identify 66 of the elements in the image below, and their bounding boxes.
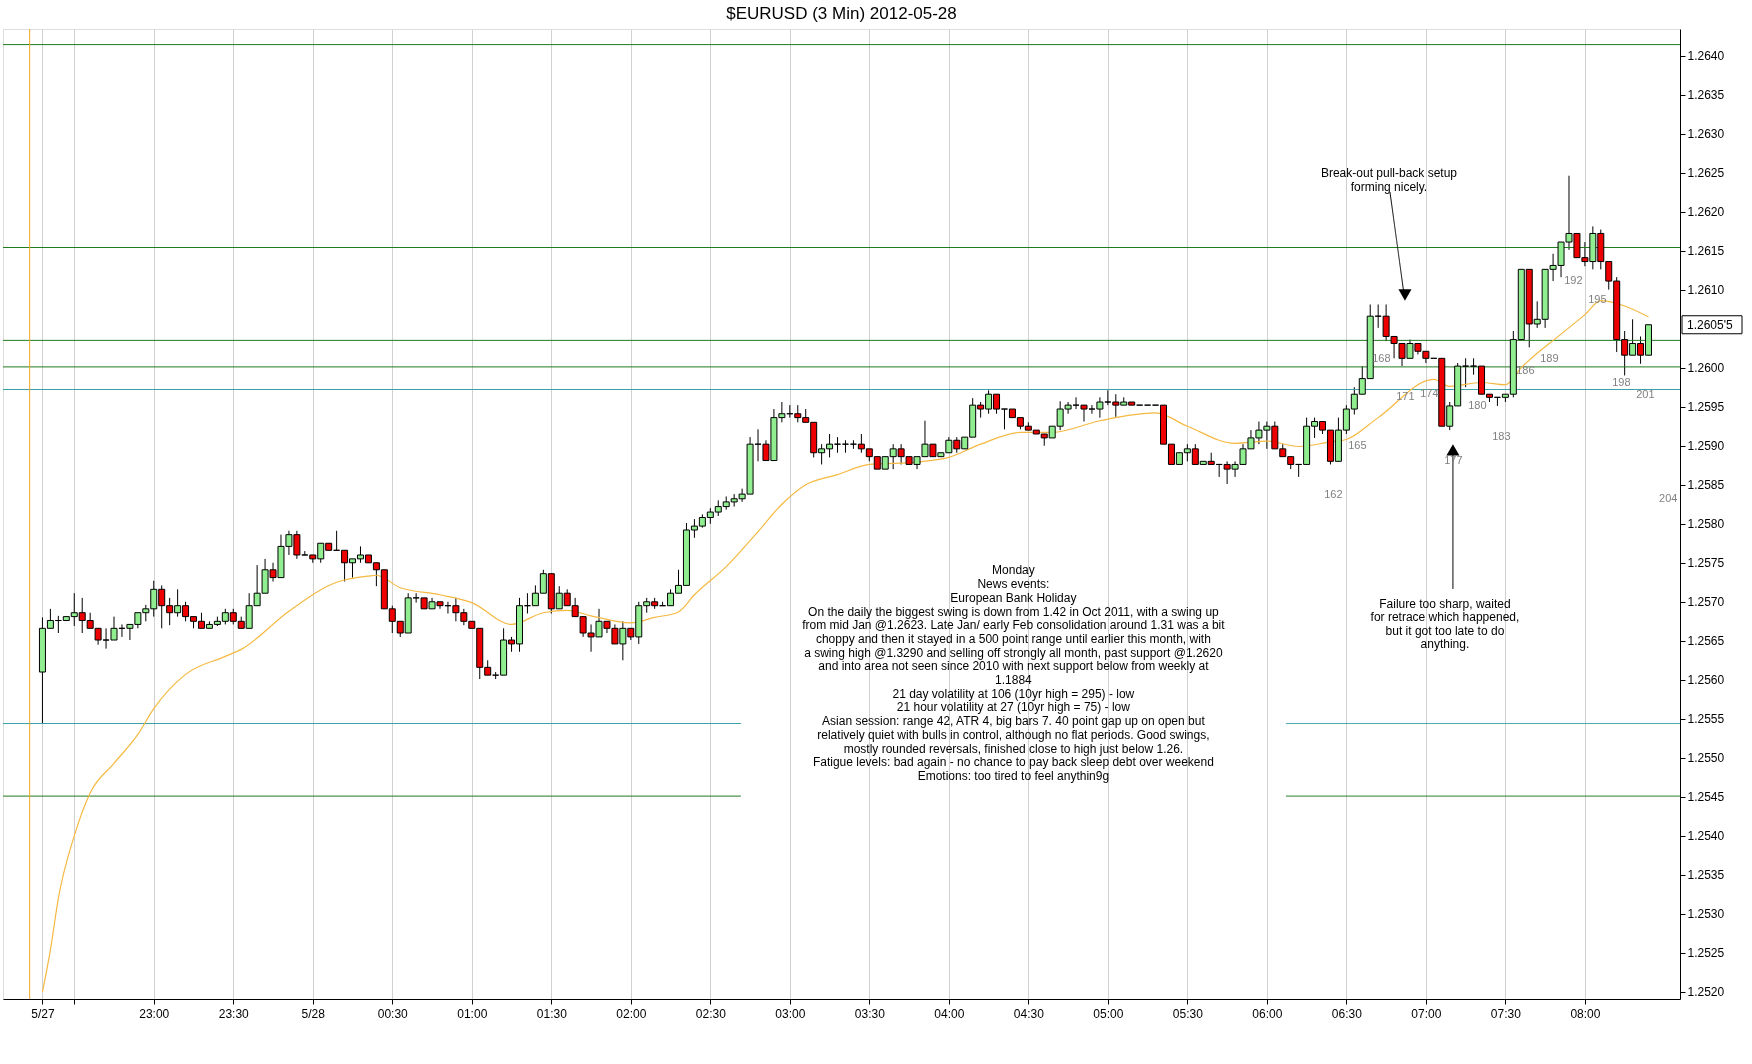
- x-tick-label: 07:30: [1490, 1006, 1522, 1021]
- x-tick-label: 03:00: [775, 1006, 806, 1021]
- x-tick-label: 00:30: [377, 1006, 409, 1021]
- annotation: Fatigue levels: bad again - no chance to pay back sleep debt over weekend: [812, 755, 1214, 770]
- y-tick-label: 1.2540: [1687, 829, 1725, 844]
- annotation: 180: [1468, 398, 1487, 411]
- x-tick-label: 01:00: [457, 1006, 488, 1021]
- annotation: Monday: [992, 563, 1035, 578]
- annotation: Asian session: range 42, ATR 4, big bars 7. 40 point gap up on open but relatively quiet with bulls in control, although no flat periods. Good swings, mostly rounded reversals, finished close to high just below 1.26.: [817, 714, 1210, 756]
- x-tick-label: 5/27: [31, 1006, 55, 1021]
- x-tick-label: 01:30: [536, 1006, 568, 1021]
- annotation: 192: [1564, 273, 1583, 286]
- y-tick-label: 1.2565: [1687, 634, 1725, 649]
- annotation: Emotions: too tired to feel anythin9g: [917, 768, 1110, 783]
- y-tick-label: 1.2545: [1687, 790, 1725, 805]
- annotation: Failure too sharp, waited for retrace which happened, but it got too late to do anything.: [1370, 596, 1520, 652]
- x-tick-label: 5/28: [301, 1006, 326, 1021]
- x-tick-label: 05:00: [1093, 1006, 1124, 1021]
- y-tick-label: 1.2575: [1687, 556, 1725, 571]
- y-tick-label: 1.2585: [1687, 478, 1725, 493]
- x-tick-label: 23:30: [218, 1006, 250, 1021]
- annotation: 195: [1588, 293, 1607, 306]
- text: 1.2605'5: [1687, 317, 1733, 332]
- y-tick-label: 1.2590: [1687, 439, 1725, 454]
- annotation: 204: [1659, 491, 1678, 504]
- x-tick-label: 06:00: [1252, 1006, 1283, 1021]
- y-tick-label: 1.2560: [1687, 673, 1725, 688]
- y-tick-label: 1.2550: [1687, 751, 1725, 766]
- y-tick-label: 1.2600: [1687, 361, 1725, 376]
- y-tick-label: 1.2640: [1687, 49, 1725, 64]
- y-tick-label: 1.2525: [1687, 946, 1725, 961]
- y-tick-label: 1.2615: [1687, 244, 1725, 259]
- y-tick-label: 1.2580: [1687, 517, 1725, 532]
- chart-title: $EURUSD (3 Min) 2012-05-28: [726, 3, 957, 23]
- y-tick-label: 1.2535: [1687, 868, 1725, 883]
- y-tick-label: 1.2555: [1687, 712, 1725, 727]
- x-tick-label: 04:00: [934, 1006, 965, 1021]
- annotation: 198: [1612, 376, 1631, 389]
- y-tick-label: 1.2630: [1687, 127, 1725, 142]
- annotation: 183: [1492, 429, 1511, 442]
- x-tick-label: 08:00: [1570, 1006, 1601, 1021]
- y-tick-label: 1.2520: [1687, 985, 1725, 1000]
- y-tick-label: 1.2620: [1687, 205, 1725, 220]
- x-tick-label: 05:30: [1172, 1006, 1204, 1021]
- annotation: 162: [1324, 488, 1343, 501]
- y-tick-label: 1.2635: [1687, 88, 1725, 103]
- x-tick-label: 07:00: [1411, 1006, 1442, 1021]
- candlestick: [1462, 357, 1470, 388]
- x-tick-label: 02:00: [616, 1006, 647, 1021]
- annotation: On the daily the biggest swing is down from 1.42 in Oct 2011, with a swing up from mid Jan @1.2623. Late Jan/ early Feb consolidation around 1.31 was a bit choppy and then it stayed in a 500 point range until earlier this month, with a swing high @1.3290 and selling off strongly all month, past support @1.2620 and into area not seen since 2010 with next support below from weekly at 1.1884: [802, 604, 1226, 688]
- x-tick-label: 04:30: [1013, 1006, 1045, 1021]
- x-tick-label: 03:30: [854, 1006, 886, 1021]
- annotation: News events: European Bank Holiday: [950, 577, 1077, 605]
- x-tick-label: 02:30: [695, 1006, 727, 1021]
- annotation: 165: [1348, 438, 1367, 451]
- y-tick-label: 1.2595: [1687, 400, 1725, 415]
- annotation: 21 day volatility at 106 (10yr high = 295) - low 21 hour volatility at 27 (10yr high = 75) - low: [892, 686, 1135, 715]
- y-tick-label: 1.2570: [1687, 595, 1725, 610]
- y-tick-label: 1.2625: [1687, 166, 1725, 181]
- annotation: Break-out pull-back setup forming nicely.: [1320, 165, 1458, 194]
- y-tick-label: 1.2610: [1687, 283, 1725, 298]
- annotation: 189: [1540, 351, 1559, 364]
- x-tick-label: 23:00: [139, 1006, 170, 1021]
- x-tick-label: 06:30: [1331, 1006, 1363, 1021]
- y-tick-label: 1.2530: [1687, 907, 1725, 922]
- annotation: 201: [1636, 387, 1655, 400]
